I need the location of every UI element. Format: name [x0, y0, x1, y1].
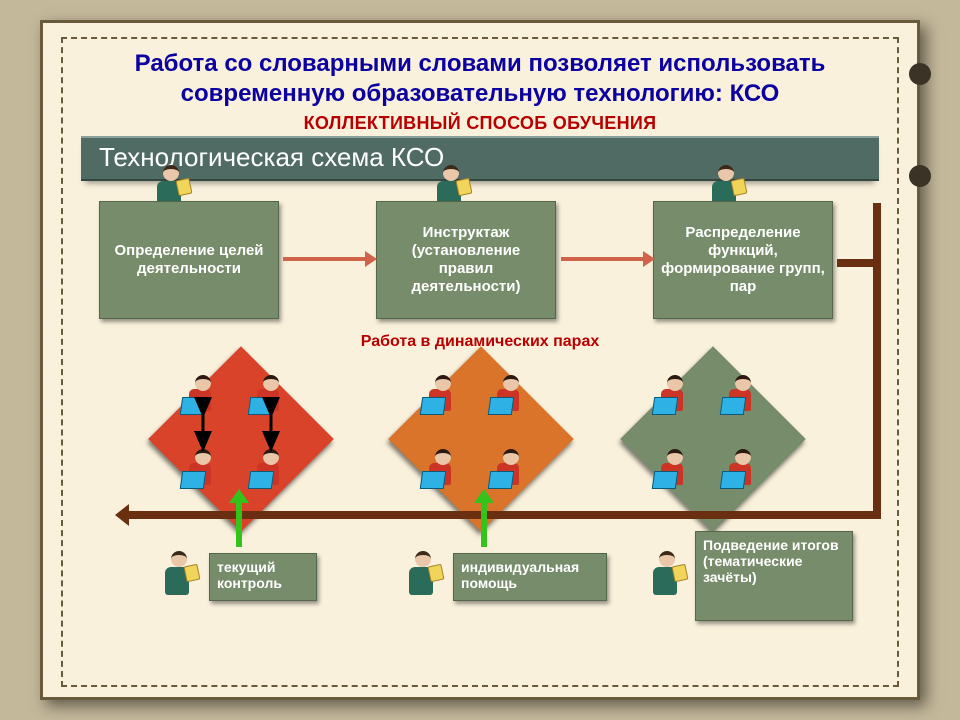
student-icon	[653, 375, 697, 419]
student-icon	[421, 449, 465, 493]
result-box: Подведение итогов (тематические зачёты)	[695, 531, 853, 621]
scheme-banner: Технологическая схема КСО	[81, 136, 879, 181]
student-icon	[489, 375, 533, 419]
up-arrow-icon	[236, 503, 242, 547]
binder-holes	[909, 63, 931, 187]
teacher-icon	[647, 551, 687, 599]
stage-box-label: Распределение функций, формирование груп…	[660, 224, 826, 296]
student-icon	[249, 375, 293, 419]
stage-row-3: текущий контроль индивидуальная помощь П…	[81, 523, 879, 641]
student-icon	[721, 375, 765, 419]
control-box-label: индивидуальная помощь	[461, 559, 579, 591]
teacher-icon	[159, 551, 199, 599]
stage-box-distribute: Распределение функций, формирование груп…	[653, 201, 833, 319]
student-icon	[421, 375, 465, 419]
pair-diamond-3	[620, 346, 806, 532]
slide-title: Работа со словарными словами позволяет и…	[103, 49, 857, 109]
stage-box-goals: Определение целей деятельности	[99, 201, 279, 319]
control-box-help: индивидуальная помощь	[453, 553, 607, 601]
student-icon	[181, 375, 225, 419]
up-arrow-icon	[481, 503, 487, 547]
student-icon	[489, 449, 533, 493]
stage-box-label: Определение целей деятельности	[106, 242, 272, 278]
arrow-icon	[561, 257, 643, 261]
control-box-label: текущий контроль	[217, 559, 282, 591]
slide-inner-frame: Работа со словарными словами позволяет и…	[61, 37, 899, 687]
teacher-icon	[403, 551, 443, 599]
slide-page: Работа со словарными словами позволяет и…	[40, 20, 920, 700]
result-box-label: Подведение итогов (тематические зачёты)	[703, 537, 839, 585]
flow-pipe-head	[129, 511, 137, 519]
student-icon	[249, 449, 293, 493]
stage-box-label: Инструктаж (установление правил деятельн…	[383, 224, 549, 296]
control-box-current: текущий контроль	[209, 553, 317, 601]
flow-pipe	[873, 203, 881, 513]
student-icon	[181, 449, 225, 493]
stage-row-1: Определение целей деятельности Инструкта…	[81, 187, 879, 337]
arrow-icon	[283, 257, 365, 261]
student-icon	[721, 449, 765, 493]
student-icon	[653, 449, 697, 493]
stage-box-instruct: Инструктаж (установление правил деятельн…	[376, 201, 556, 319]
slide-subtitle: КОЛЛЕКТИВНЫЙ СПОСОБ ОБУЧЕНИЯ	[63, 113, 897, 134]
